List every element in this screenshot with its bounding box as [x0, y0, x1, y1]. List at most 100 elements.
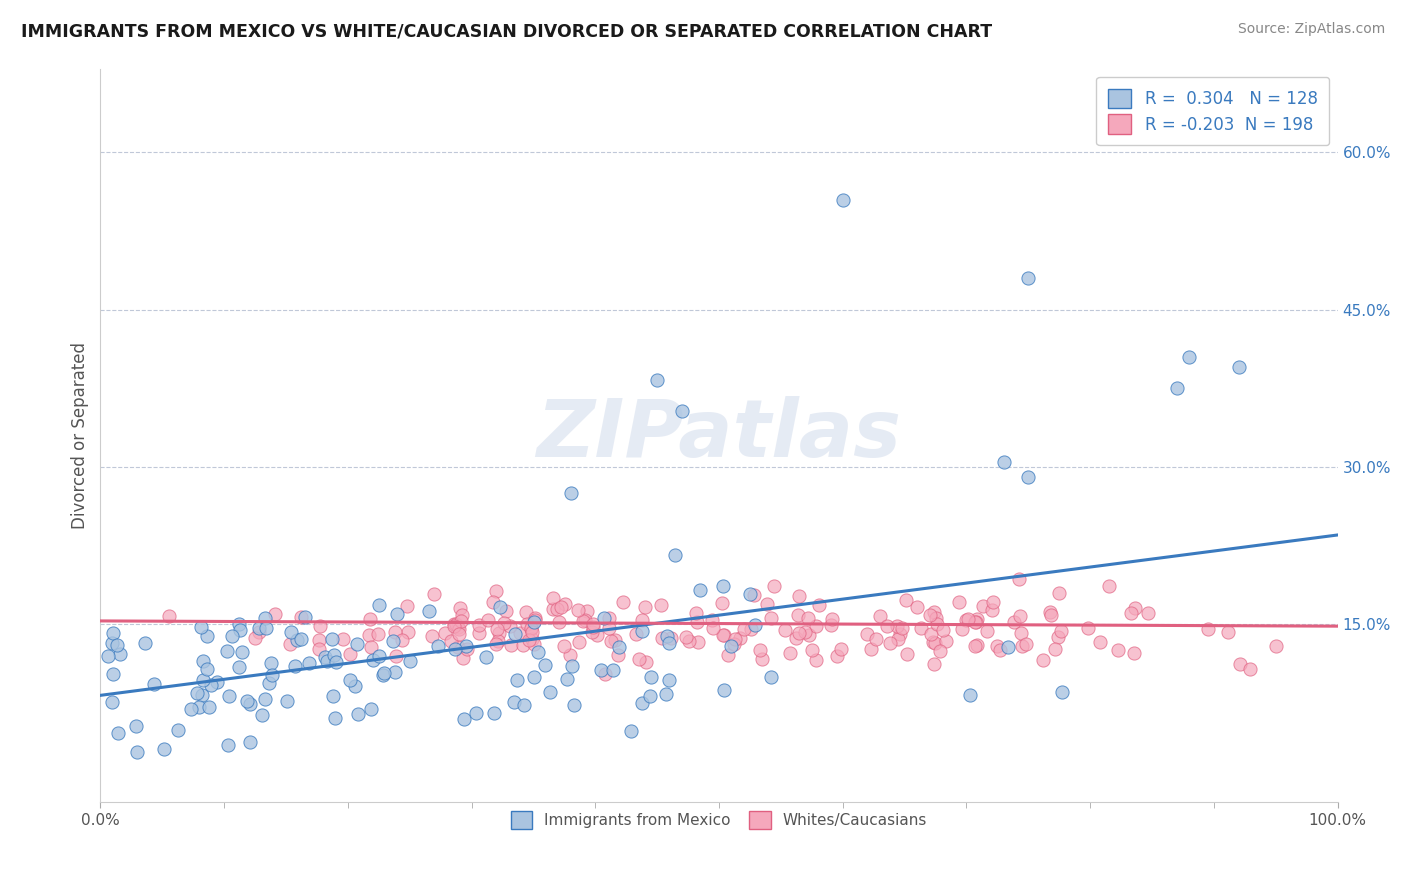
Point — [195, 662, 218, 676]
Point — [260, 656, 283, 670]
Point — [634, 600, 657, 615]
Point — [385, 648, 408, 663]
Point — [932, 624, 955, 638]
Point — [787, 589, 810, 603]
Point — [190, 688, 212, 702]
Point — [856, 627, 879, 641]
Point — [728, 632, 751, 646]
Point — [558, 648, 581, 663]
Point — [955, 613, 977, 627]
Point — [889, 627, 911, 641]
Point — [567, 634, 589, 648]
Point — [520, 621, 543, 635]
Point — [1136, 606, 1159, 620]
Point — [963, 639, 986, 653]
Point — [396, 599, 419, 613]
Point — [1008, 572, 1031, 586]
Point — [253, 611, 276, 625]
Point — [773, 624, 796, 638]
Point — [602, 663, 624, 677]
Point — [711, 596, 734, 610]
Point — [523, 670, 546, 684]
Point — [965, 615, 987, 629]
Point — [284, 659, 307, 673]
Point — [347, 706, 370, 721]
Point — [1017, 271, 1039, 285]
Point — [456, 639, 478, 653]
Point — [153, 741, 176, 756]
Point — [1039, 605, 1062, 619]
Point — [247, 624, 270, 639]
Point — [245, 631, 267, 645]
Point — [1002, 615, 1025, 629]
Point — [582, 617, 605, 632]
Point — [367, 598, 389, 612]
Point — [385, 607, 408, 622]
Point — [344, 679, 367, 693]
Point — [797, 628, 820, 642]
Point — [1032, 653, 1054, 667]
Point — [820, 618, 842, 632]
Point — [217, 738, 239, 752]
Point — [993, 454, 1015, 468]
Point — [830, 642, 852, 657]
Point — [720, 639, 742, 653]
Point — [218, 689, 240, 703]
Point — [384, 624, 406, 639]
Point — [959, 688, 981, 702]
Point — [685, 615, 707, 629]
Point — [498, 618, 520, 632]
Point — [910, 621, 932, 635]
Point — [751, 652, 773, 666]
Point — [546, 602, 568, 616]
Point — [659, 631, 682, 645]
Point — [1197, 622, 1219, 636]
Point — [801, 643, 824, 657]
Point — [1011, 640, 1033, 654]
Point — [702, 621, 724, 635]
Point — [143, 676, 166, 690]
Point — [806, 653, 828, 667]
Point — [607, 640, 630, 654]
Point — [513, 698, 536, 712]
Point — [231, 645, 253, 659]
Point — [229, 624, 252, 638]
Point — [447, 640, 470, 655]
Point — [948, 595, 970, 609]
Point — [779, 646, 801, 660]
Point — [1123, 646, 1146, 660]
Point — [976, 624, 998, 639]
Point — [821, 612, 844, 626]
Point — [451, 608, 474, 623]
Point — [482, 706, 505, 720]
Point — [322, 689, 344, 703]
Point — [562, 698, 585, 713]
Point — [485, 637, 508, 651]
Point — [651, 631, 673, 645]
Point — [449, 600, 471, 615]
Point — [308, 642, 330, 657]
Point — [263, 607, 285, 622]
Point — [928, 644, 950, 658]
Point — [276, 693, 298, 707]
Point — [447, 620, 470, 634]
Point — [249, 621, 271, 635]
Point — [339, 673, 361, 688]
Point — [101, 667, 124, 681]
Point — [671, 404, 693, 418]
Point — [359, 612, 381, 626]
Point — [524, 611, 547, 625]
Text: ZIPatlas: ZIPatlas — [537, 396, 901, 475]
Text: Source: ZipAtlas.com: Source: ZipAtlas.com — [1237, 22, 1385, 37]
Point — [675, 630, 697, 644]
Point — [631, 624, 654, 639]
Y-axis label: Divorced or Separated: Divorced or Separated — [72, 342, 89, 529]
Point — [1050, 684, 1073, 698]
Point — [250, 708, 273, 723]
Point — [440, 633, 463, 648]
Point — [711, 579, 734, 593]
Point — [749, 643, 772, 657]
Point — [468, 625, 491, 640]
Point — [688, 635, 710, 649]
Point — [107, 726, 129, 740]
